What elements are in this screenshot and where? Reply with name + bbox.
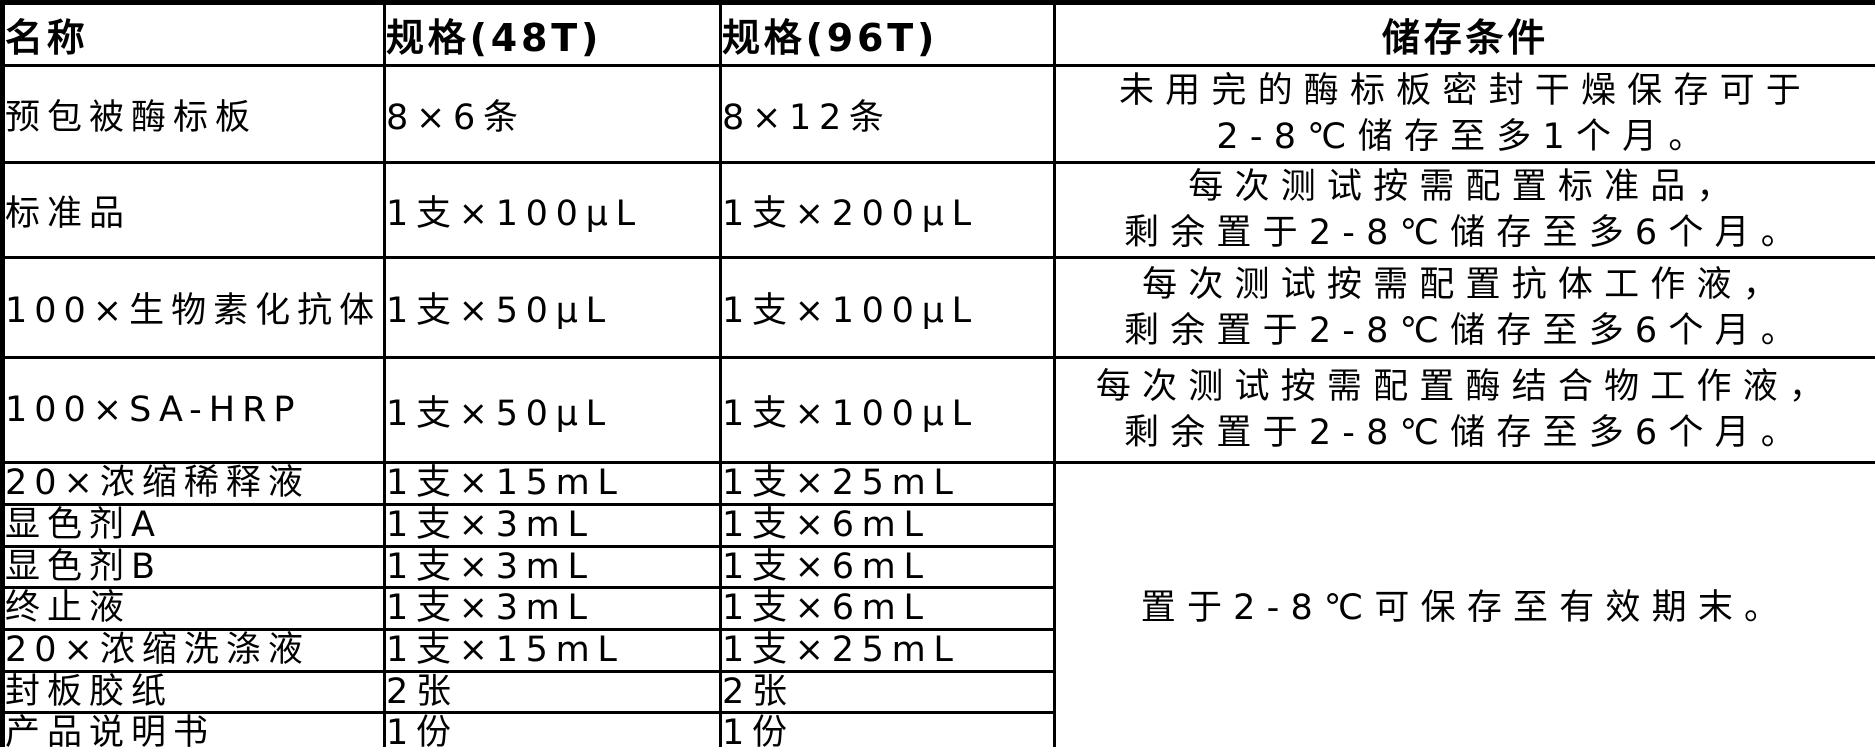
component-name: 终止液 bbox=[1, 586, 386, 631]
storage-line: 每次测试按需配置标准品， bbox=[1188, 167, 1743, 207]
storage-condition: 每次测试按需配置抗体工作液， 剩余置于2-8℃储存至多6个月。 bbox=[1053, 256, 1875, 359]
spec-96t-value: 1支×6mL bbox=[719, 545, 1056, 589]
spec-48t-value: 1支×3mL bbox=[383, 503, 722, 548]
table-row: 20×浓缩洗涤液 1支×15mL 1支×25mL bbox=[1, 628, 1875, 673]
spec-96t-value: 1支×100μL bbox=[719, 356, 1056, 464]
spec-96t-value: 8×12条 bbox=[719, 64, 1056, 164]
spec-48t-value: 1支×15mL bbox=[383, 461, 722, 506]
component-name: 显色剂B bbox=[1, 545, 386, 589]
component-name: 封板胶纸 bbox=[1, 670, 386, 714]
spec-48t-value: 1支×15mL bbox=[383, 628, 722, 673]
header-row: 名称 规格(48T) 规格(96T) 储存条件 bbox=[1, 1, 1875, 67]
table-row: 封板胶纸 2张 2张 bbox=[1, 670, 1875, 714]
spec-96t-value: 1支×6mL bbox=[719, 586, 1056, 631]
spec-96t-value: 1支×25mL bbox=[719, 628, 1056, 673]
spec-48t-value: 1支×100μL bbox=[383, 161, 722, 259]
storage-line: 未用完的酶标板密封干燥保存可于 bbox=[1118, 71, 1812, 111]
spec-96t-value: 1支×100μL bbox=[719, 256, 1056, 359]
spec-48t-value: 1支×3mL bbox=[383, 545, 722, 589]
spec-48t-value: 1支×50μL bbox=[383, 356, 722, 464]
header-spec-96t: 规格(96T) bbox=[719, 1, 1056, 67]
header-spec-48t: 规格(48T) bbox=[383, 1, 722, 67]
header-name: 名称 bbox=[1, 1, 386, 67]
storage-line: 剩余置于2-8℃储存至多6个月。 bbox=[1124, 213, 1807, 253]
spec-96t-value: 1支×25mL bbox=[719, 461, 1056, 506]
table-row: 预包被酶标板 8×6条 8×12条 未用完的酶标板密封干燥保存可于 2-8℃储存… bbox=[1, 64, 1875, 164]
component-name: 显色剂A bbox=[1, 503, 386, 548]
spec-96t-value: 1支×200μL bbox=[719, 161, 1056, 259]
table-row: 显色剂A 1支×3mL 1支×6mL bbox=[1, 503, 1875, 548]
component-name: 20×浓缩稀释液 bbox=[1, 461, 386, 506]
spec-96t-value: 2张 bbox=[719, 670, 1056, 714]
storage-condition: 未用完的酶标板密封干燥保存可于 2-8℃储存至多1个月。 bbox=[1053, 64, 1875, 164]
storage-line: 每次测试按需配置抗体工作液， bbox=[1142, 264, 1789, 305]
table-row: 100×SA-HRP 1支×50μL 1支×100μL 每次测试按需配置酶结合物… bbox=[1, 356, 1875, 464]
storage-condition: 每次测试按需配置酶结合物工作液， 剩余置于2-8℃储存至多6个月。 bbox=[1053, 356, 1875, 464]
header-storage: 储存条件 bbox=[1053, 1, 1875, 67]
component-name: 标准品 bbox=[1, 161, 386, 259]
storage-line: 每次测试按需配置酶结合物工作液， bbox=[1095, 367, 1836, 407]
spec-96t-value: 1份 bbox=[719, 711, 1056, 747]
table-row: 20×浓缩稀释液 1支×15mL 1支×25mL 置于2-8℃可保存至有效期末。 bbox=[1, 461, 1875, 747]
spec-48t-value: 1支×50μL bbox=[383, 256, 722, 359]
storage-line: 2-8℃储存至多1个月。 bbox=[1216, 117, 1715, 157]
table-row: 产品说明书 1份 1份 bbox=[1, 711, 1875, 747]
spec-48t-value: 2张 bbox=[383, 670, 722, 714]
table-row: 100×生物素化抗体 1支×50μL 1支×100μL 每次测试按需配置抗体工作… bbox=[1, 256, 1875, 359]
table-row: 标准品 1支×100μL 1支×200μL 每次测试按需配置标准品， 剩余置于2… bbox=[1, 161, 1875, 259]
spec-48t-value: 1份 bbox=[383, 711, 722, 747]
component-name: 100×生物素化抗体 bbox=[1, 256, 386, 359]
spec-96t-value: 1支×6mL bbox=[719, 503, 1056, 548]
storage-condition-merged: 置于2-8℃可保存至有效期末。 bbox=[1053, 461, 1875, 747]
table-row: 终止液 1支×3mL 1支×6mL bbox=[1, 586, 1875, 631]
component-name: 100×SA-HRP bbox=[1, 356, 386, 464]
spec-48t-value: 8×6条 bbox=[383, 64, 722, 164]
storage-line: 剩余置于2-8℃储存至多6个月。 bbox=[1124, 310, 1807, 351]
table-row: 显色剂B 1支×3mL 1支×6mL bbox=[1, 545, 1875, 589]
component-name: 产品说明书 bbox=[1, 711, 386, 747]
component-name: 预包被酶标板 bbox=[1, 64, 386, 164]
component-name: 20×浓缩洗涤液 bbox=[1, 628, 386, 673]
storage-line: 剩余置于2-8℃储存至多6个月。 bbox=[1124, 413, 1807, 453]
storage-condition: 每次测试按需配置标准品， 剩余置于2-8℃储存至多6个月。 bbox=[1053, 161, 1875, 259]
spec-48t-value: 1支×3mL bbox=[383, 586, 722, 631]
